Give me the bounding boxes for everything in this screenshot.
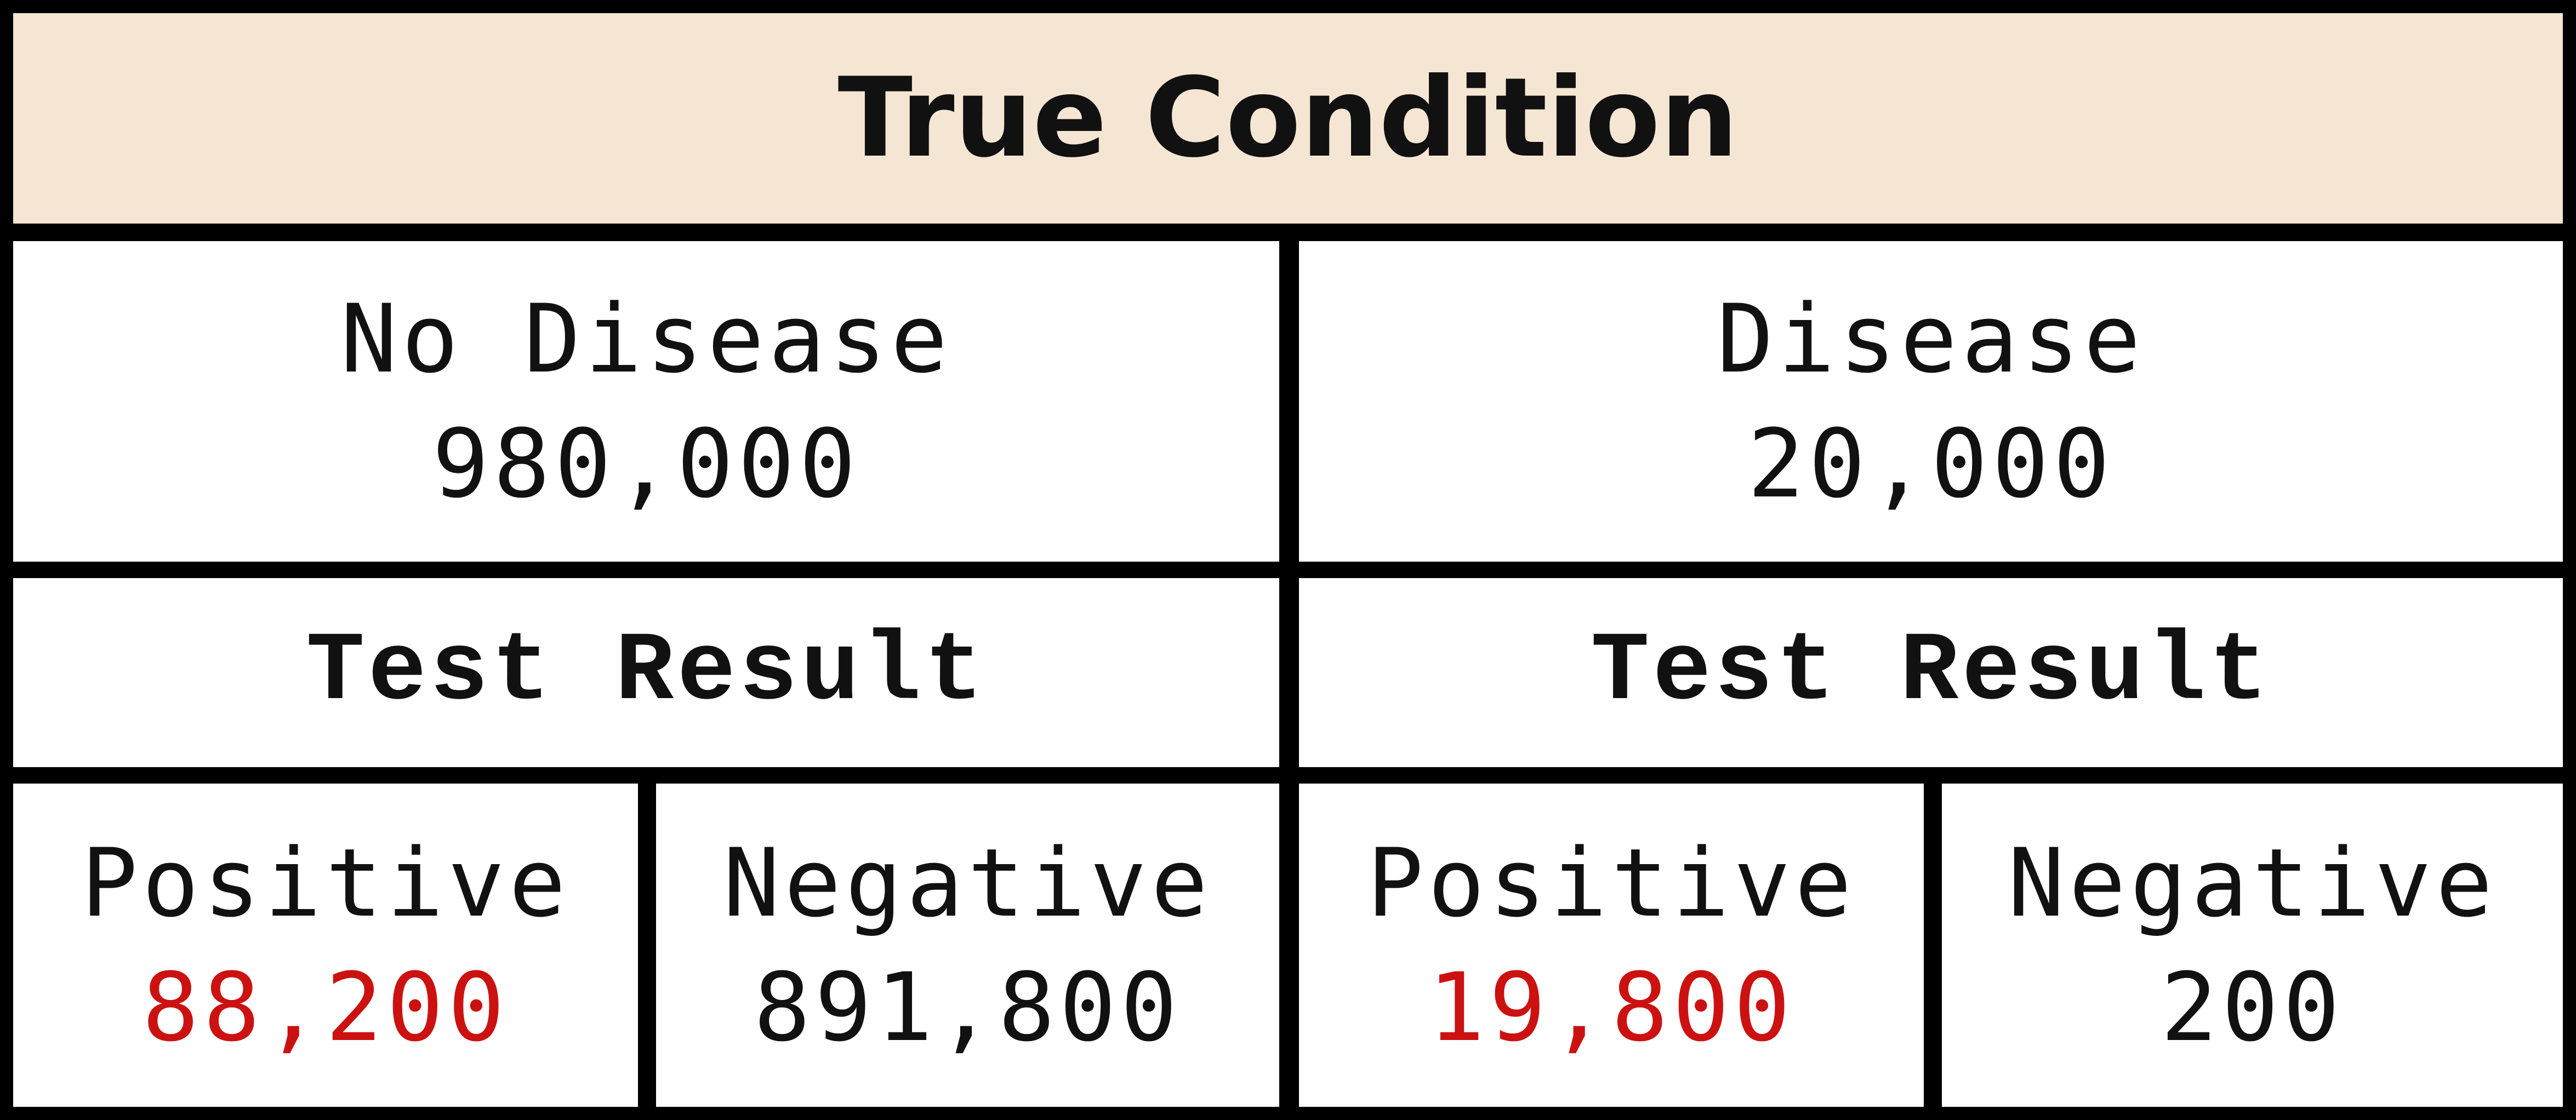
test-result-label: Test Result	[1591, 617, 2271, 728]
result-value: 200	[2161, 952, 2344, 1062]
test-result-label: Test Result	[306, 617, 987, 728]
result-disease-negative: Negative 200	[1942, 784, 2563, 1107]
test-result-header-no-disease: Test Result	[13, 578, 1279, 767]
group-count: 980,000	[432, 408, 860, 519]
group-no-disease: No Disease 980,000	[13, 241, 1279, 562]
result-label: Negative	[723, 827, 1212, 938]
header-title: True Condition	[837, 54, 1739, 182]
result-value: 891,800	[754, 952, 1182, 1062]
result-value: 19,800	[1428, 952, 1795, 1062]
result-value: 88,200	[142, 952, 509, 1062]
group-label: No Disease	[340, 284, 952, 395]
result-label: Positive	[81, 827, 571, 938]
test-result-header-disease: Test Result	[1299, 578, 2563, 767]
group-disease: Disease 20,000	[1299, 241, 2563, 562]
true-condition-header: True Condition	[13, 13, 2563, 224]
group-label: Disease	[1717, 284, 2145, 395]
result-no-disease-positive: Positive 88,200	[13, 784, 638, 1107]
group-count: 20,000	[1747, 408, 2115, 519]
result-label: Positive	[1366, 827, 1856, 938]
result-no-disease-negative: Negative 891,800	[656, 784, 1279, 1107]
result-disease-positive: Positive 19,800	[1299, 784, 1924, 1107]
result-label: Negative	[2008, 827, 2497, 938]
